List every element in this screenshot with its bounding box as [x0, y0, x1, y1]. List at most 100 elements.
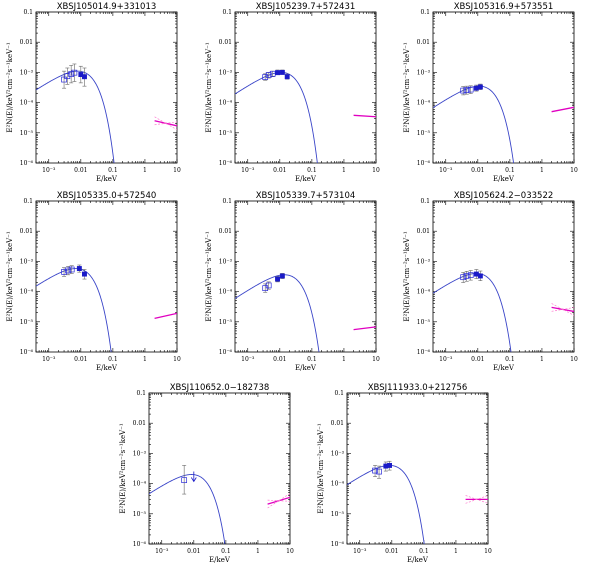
x-tick-label: 0.1	[108, 167, 118, 174]
y-tick-label: 10⁻⁵	[417, 319, 431, 326]
filled-point	[477, 273, 483, 279]
y-tick-label: 10⁻⁴	[219, 289, 233, 296]
panel-data	[235, 69, 376, 163]
panel-title: XBSJ105239.7+572431	[256, 2, 356, 12]
panel-title: XBSJ105316.9+573551	[454, 2, 554, 12]
xray-error-band	[154, 121, 177, 126]
y-axis-label: E²N(E)/keV²cm⁻²s⁻¹keV⁻¹	[205, 231, 213, 322]
model-curve	[347, 464, 425, 544]
x-axis-label: E/keV	[493, 175, 515, 183]
plot-frame	[35, 11, 178, 164]
model-curve	[235, 274, 320, 352]
y-tick-label: 0.1	[23, 198, 33, 205]
upper-limit-arrow	[190, 477, 197, 483]
y-tick-label: 10⁻⁶	[133, 541, 147, 548]
y-tick-label: 10⁻³	[331, 450, 345, 457]
panel-title: XBSJ105339.7+573104	[256, 191, 356, 201]
x-tick-label: 0.01	[187, 548, 200, 555]
filled-point	[284, 74, 290, 80]
y-tick-label: 0.1	[420, 198, 430, 205]
model-curve	[149, 474, 226, 544]
y-axis-label: E²N(E)/keV²cm⁻²s⁻¹keV⁻¹	[317, 423, 325, 514]
x-tick-label: 0.01	[471, 167, 484, 174]
y-tick-label: 10⁻⁶	[219, 160, 233, 167]
panel-title: XBSJ105335.0+572540	[57, 191, 157, 201]
y-axis-label: E²N(E)/keV²cm⁻²s⁻¹keV⁻¹	[6, 231, 14, 322]
filled-point	[473, 85, 479, 91]
y-tick-label: 0.1	[222, 9, 232, 16]
y-tick-label: 10⁻³	[417, 258, 431, 265]
y-axis-label: E²N(E)/keV²cm⁻²s⁻¹keV⁻¹	[403, 231, 411, 322]
xray-error-band	[267, 493, 290, 509]
xray-powerlaw	[551, 106, 574, 113]
x-tick-label: 1	[143, 167, 147, 174]
y-tick-label: 10⁻⁶	[219, 349, 233, 356]
x-axis-label: E/keV	[295, 175, 317, 183]
plot-frame	[234, 200, 377, 353]
open-point	[71, 69, 78, 76]
y-tick-label: 0.1	[136, 390, 146, 397]
open-point	[467, 86, 474, 93]
y-tick-label: 0.1	[23, 9, 33, 16]
y-tick-label: 0.01	[219, 39, 232, 46]
x-tick-label: 1	[143, 356, 147, 363]
x-tick-label: 0.1	[221, 548, 231, 555]
y-tick-label: 10⁻⁶	[417, 349, 431, 356]
y-tick-label: 0.1	[420, 9, 430, 16]
x-axis-label: E/keV	[407, 556, 429, 563]
y-tick-label: 10⁻³	[219, 258, 233, 265]
panel-data	[149, 465, 290, 544]
y-tick-label: 10⁻⁴	[417, 289, 431, 296]
x-axis-label: E/keV	[493, 364, 515, 372]
y-tick-label: 10⁻⁶	[20, 160, 34, 167]
open-point	[65, 267, 71, 274]
filled-point	[82, 74, 87, 80]
open-point	[372, 467, 378, 474]
open-point	[61, 76, 67, 83]
x-tick-label: 10⁻³	[439, 356, 453, 363]
panel-title: XBSJ111933.0+212756	[368, 383, 468, 393]
x-tick-label: 10	[173, 356, 181, 363]
y-tick-label: 0.01	[219, 228, 232, 235]
x-tick-label: 10⁻³	[241, 356, 255, 363]
y-tick-label: 10⁻⁴	[331, 481, 345, 488]
open-point	[68, 71, 75, 77]
open-point	[68, 266, 75, 273]
panel-4: XBSJ105335.0+572540 10⁻³ 0.01 0.1 1 10 0.1 0.01…	[6, 191, 181, 372]
open-point	[61, 269, 67, 275]
x-tick-label: 10⁻³	[353, 548, 367, 555]
y-tick-label: 10⁻⁵	[20, 319, 34, 326]
y-axis-label: E²N(E)/keV²cm⁻²s⁻¹keV⁻¹	[403, 42, 411, 133]
x-tick-label: 10	[173, 167, 181, 174]
x-tick-label: 1	[342, 167, 346, 174]
plot-frame	[346, 392, 489, 545]
xray-error-band	[154, 116, 177, 131]
filled-point	[477, 84, 483, 90]
filled-point	[82, 271, 87, 277]
y-axis-label: E²N(E)/keV²cm⁻²s⁻¹keV⁻¹	[6, 42, 14, 133]
filled-point	[275, 276, 281, 282]
xray-powerlaw	[353, 114, 376, 118]
x-tick-label: 0.1	[307, 356, 317, 363]
y-tick-label: 10⁻⁶	[20, 349, 34, 356]
x-tick-label: 0.01	[385, 548, 398, 555]
filled-point	[279, 69, 285, 75]
panel-data	[347, 460, 488, 544]
x-tick-label: 10⁻³	[42, 356, 56, 363]
y-tick-label: 10⁻⁴	[20, 100, 34, 107]
open-point	[265, 282, 272, 289]
x-tick-label: 10	[484, 548, 492, 555]
x-tick-label: 10⁻³	[439, 167, 453, 174]
open-point	[460, 87, 467, 94]
panel-8: XBSJ111933.0+212756 10⁻³ 0.01 0.1 1 10 0.1 0.01…	[317, 383, 492, 563]
open-point	[460, 274, 467, 281]
plot-frame	[432, 200, 575, 353]
y-tick-label: 10⁻³	[20, 69, 34, 76]
y-tick-label: 10⁻⁴	[20, 289, 34, 296]
y-tick-label: 10⁻⁴	[219, 100, 233, 107]
panel-title: XBSJ110652.0−182738	[170, 383, 270, 393]
y-tick-label: 10⁻⁵	[417, 130, 431, 137]
panel-7: XBSJ110652.0−182738 10⁻³ 0.01 0.1 1 10 0.1 0.01…	[119, 383, 294, 563]
panel-title: XBSJ105014.9+331013	[57, 2, 157, 12]
